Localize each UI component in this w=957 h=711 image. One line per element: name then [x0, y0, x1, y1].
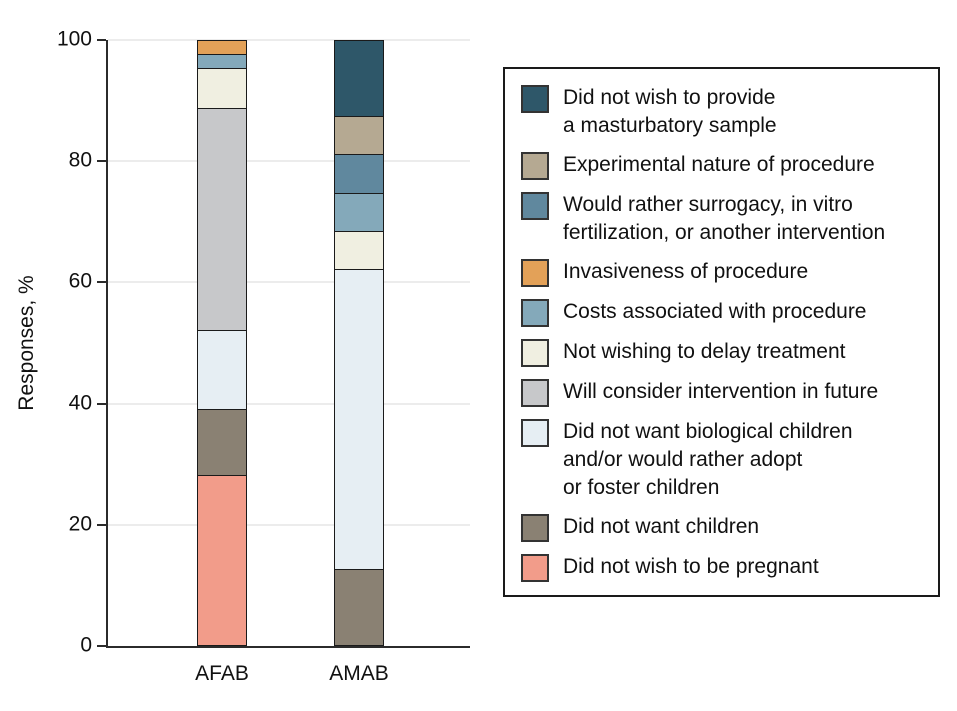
legend-swatch-icon: [521, 299, 549, 327]
bar-segment: [335, 115, 383, 155]
y-tick-mark-100: [97, 39, 106, 41]
legend-item: Invasiveness of procedure: [521, 258, 930, 287]
bar-segment: [198, 41, 246, 55]
y-tick-mark-0: [97, 645, 106, 647]
bar-afab: [197, 40, 247, 646]
legend-label: Did not want biological children and/or …: [563, 420, 853, 499]
legend-swatch-icon: [521, 85, 549, 113]
gridline-60: [108, 281, 470, 284]
bar-segment: [198, 68, 246, 109]
legend-item: Did not wish to be pregnant: [521, 553, 930, 582]
gridline-40: [108, 402, 470, 405]
bar-segment: [335, 230, 383, 270]
legend-label: Did not want children: [563, 515, 760, 538]
y-tick-label-0: 0: [80, 633, 92, 657]
bar-segment: [335, 569, 383, 645]
gridline-80: [108, 160, 470, 163]
legend-item: Did not want biological children and/or …: [521, 418, 930, 502]
legend-item: Costs associated with procedure: [521, 298, 930, 327]
y-tick-mark-20: [97, 523, 106, 526]
y-tick-mark-40: [97, 402, 106, 405]
y-tick-mark-80: [97, 160, 106, 163]
bar-segment: [198, 474, 246, 645]
legend-swatch-icon: [521, 339, 549, 367]
bar-segment: [335, 269, 383, 570]
y-tick-label-40: 40: [68, 391, 92, 415]
bar-segment: [198, 108, 246, 331]
legend-swatch-icon: [521, 192, 549, 220]
legend-label: Not wishing to delay treatment: [563, 340, 846, 363]
gridline-20: [108, 523, 470, 526]
legend-label: Would rather surrogacy, in vitro fertili…: [563, 193, 886, 244]
legend-label: Did not wish to provide a masturbatory s…: [563, 86, 777, 137]
legend-swatch-icon: [521, 152, 549, 180]
bar-segment: [198, 330, 246, 409]
legend-label: Did not wish to be pregnant: [563, 555, 819, 578]
legend-swatch-icon: [521, 259, 549, 287]
legend-label: Invasiveness of procedure: [563, 260, 809, 283]
x-tick-label-afab: AFAB: [195, 662, 249, 685]
x-tick-label-amab: AMAB: [329, 662, 389, 685]
bar-segment: [335, 154, 383, 193]
legend-swatch-icon: [521, 419, 549, 447]
legend-item: Did not wish to provide a masturbatory s…: [521, 84, 930, 140]
bar-segment: [198, 408, 246, 475]
legend-swatch-icon: [521, 554, 549, 582]
bar-segment: [335, 192, 383, 231]
x-axis-line: [106, 646, 470, 648]
legend-item: Did not want children: [521, 513, 930, 542]
y-tick-label-20: 20: [68, 512, 92, 536]
y-tick-label-80: 80: [68, 148, 92, 172]
y-tick-mark-60: [97, 281, 106, 284]
y-axis-line: [106, 40, 108, 648]
legend-label: Will consider intervention in future: [563, 380, 879, 403]
legend-item: Will consider intervention in future: [521, 378, 930, 407]
bar-segment: [335, 41, 383, 116]
legend-item: Would rather surrogacy, in vitro fertili…: [521, 191, 930, 247]
legend-item: Not wishing to delay treatment: [521, 338, 930, 367]
y-tick-label-60: 60: [68, 269, 92, 293]
legend-label: Costs associated with procedure: [563, 300, 867, 323]
legend: Did not wish to provide a masturbatory s…: [503, 67, 940, 597]
y-tick-label-100: 100: [56, 27, 92, 51]
bar-amab: [334, 40, 384, 646]
legend-swatch-icon: [521, 514, 549, 542]
bar-segment: [198, 54, 246, 69]
plot-area: 0 20 40 60 80 100 AFAB AMAB: [57, 28, 470, 685]
legend-label: Experimental nature of procedure: [563, 153, 875, 176]
legend-item: Experimental nature of procedure: [521, 151, 930, 180]
gridline-100: [108, 39, 470, 41]
legend-swatch-icon: [521, 379, 549, 407]
